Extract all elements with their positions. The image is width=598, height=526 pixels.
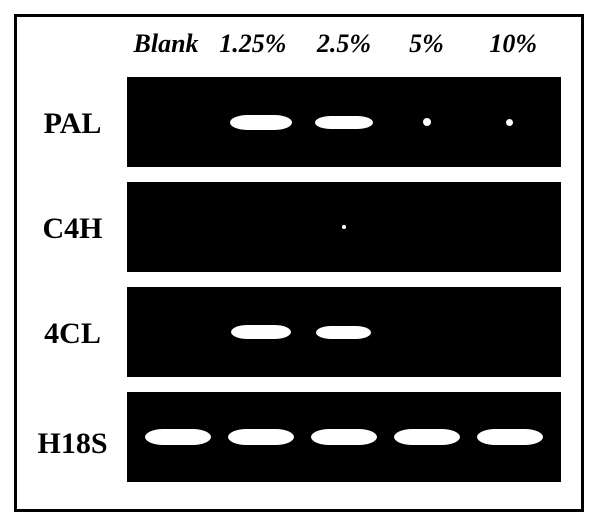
gel-panel-h18s — [127, 392, 561, 482]
lane-group — [129, 289, 559, 375]
gel-panel-c4h — [127, 182, 561, 272]
lane — [385, 79, 468, 165]
band — [230, 115, 292, 130]
band — [477, 429, 543, 445]
lane — [303, 184, 386, 270]
lane — [220, 79, 303, 165]
col-header-2p5: 2.5% — [301, 29, 388, 59]
band-dot — [423, 118, 431, 126]
band — [228, 429, 294, 445]
lane — [468, 79, 551, 165]
lane — [468, 184, 551, 270]
lane — [220, 289, 303, 375]
band — [145, 429, 211, 445]
lane — [220, 184, 303, 270]
band — [311, 429, 377, 445]
col-header-blank: Blank — [127, 29, 205, 59]
lane — [468, 289, 551, 375]
band — [231, 325, 291, 339]
col-header-1p25: 1.25% — [205, 29, 300, 59]
row-label-4cl: 4CL — [25, 317, 120, 351]
lane — [303, 289, 386, 375]
lane — [303, 394, 386, 480]
row-label-h18s: H18S — [25, 427, 120, 461]
lane-group — [129, 79, 559, 165]
column-headers: Blank 1.25% 2.5% 5% 10% — [127, 29, 561, 59]
band-dot — [342, 225, 346, 229]
lane — [385, 289, 468, 375]
lane — [137, 79, 220, 165]
lane — [137, 394, 220, 480]
col-header-5: 5% — [387, 29, 465, 59]
lane — [468, 394, 551, 480]
band — [394, 429, 460, 445]
gel-panel-pal — [127, 77, 561, 167]
lane-group — [129, 184, 559, 270]
lane — [220, 394, 303, 480]
row-label-pal: PAL — [25, 107, 120, 141]
lane — [385, 184, 468, 270]
lane — [385, 394, 468, 480]
lane — [137, 184, 220, 270]
band — [315, 116, 373, 129]
row-label-c4h: C4H — [25, 212, 120, 246]
col-header-10: 10% — [465, 29, 560, 59]
lane — [137, 289, 220, 375]
gel-figure: Blank 1.25% 2.5% 5% 10% PAL C4H 4CL — [14, 14, 584, 512]
lane — [303, 79, 386, 165]
lane-group — [129, 394, 559, 480]
band — [316, 326, 371, 339]
gel-panel-4cl — [127, 287, 561, 377]
band-dot — [506, 119, 513, 126]
